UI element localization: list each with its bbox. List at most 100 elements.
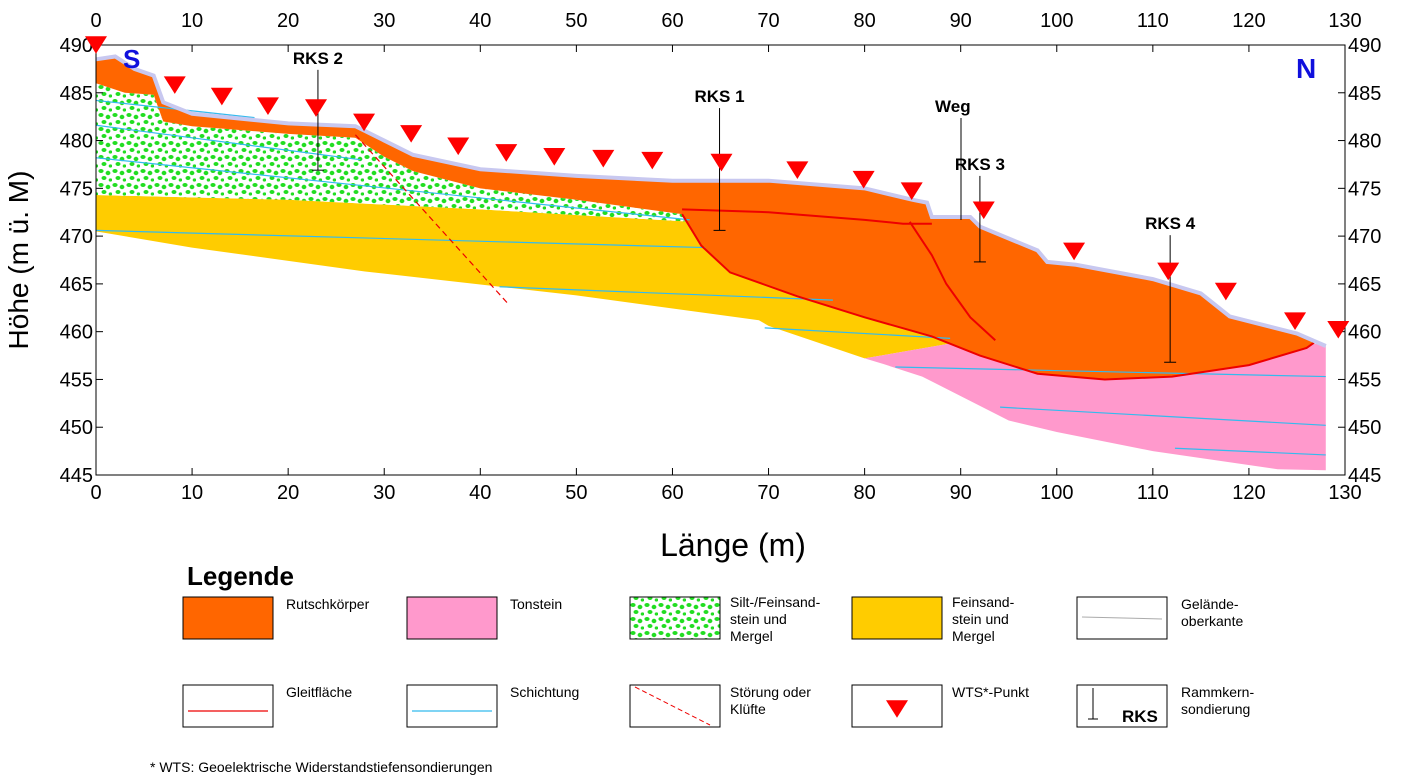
x-tick-label-top: 90 [950,10,972,32]
x-tick-label-top: 10 [181,10,203,32]
legend-line [1082,617,1162,619]
x-tick-label: 50 [565,482,587,504]
legend-label: Gelände- [1181,596,1239,612]
south-label: S [123,44,140,74]
x-tick-label-top: 0 [90,10,101,32]
x-tick-label-top: 120 [1232,10,1265,32]
wts-point [400,125,422,143]
borehole-label: RKS 3 [955,155,1005,174]
y-tick-label-right: 460 [1348,322,1381,344]
legend-rks-symbol: RKS [1122,707,1158,726]
x-tick-label: 60 [661,482,683,504]
footnote: * WTS: Geoelektrische Widerstandstiefens… [150,759,492,775]
wts-point [447,137,469,155]
x-tick-label: 30 [373,482,395,504]
y-tick-label: 465 [60,274,93,296]
x-axis-title: Länge (m) [660,527,806,563]
y-tick-label-right: 450 [1348,417,1381,439]
wts-point [1327,321,1349,339]
y-tick-label: 485 [60,83,93,105]
wts-point [973,202,995,220]
borehole-label: RKS 2 [293,49,343,68]
legend-swatch [183,597,273,639]
wts-point [305,99,327,117]
legend-label: Klüfte [730,701,766,717]
wts-point [495,144,517,162]
borehole-label: RKS 4 [1145,214,1196,233]
legend-label: Schichtung [510,684,579,700]
wts-point [1157,263,1179,281]
x-tick-label: 40 [469,482,491,504]
x-tick-label: 80 [853,482,875,504]
legend-label: Störung oder [730,684,811,700]
legend-label: Mergel [730,628,773,644]
legend-wts [886,700,908,718]
y-tick-label-right: 485 [1348,83,1381,105]
y-tick-label: 455 [60,369,93,391]
wts-point [257,97,279,115]
legend-label: WTS*-Punkt [952,684,1029,700]
wts-point [786,161,808,179]
y-tick-label: 475 [60,178,93,200]
legend-line [635,687,710,725]
x-tick-label-top: 80 [853,10,875,32]
x-tick-label-top: 110 [1137,10,1169,32]
x-tick-label: 90 [950,482,972,504]
x-tick-label: 120 [1232,482,1265,504]
wts-point [211,88,233,106]
legend-label: stein und [730,611,787,627]
legend-swatch [630,597,720,639]
x-tick-label: 10 [181,482,203,504]
legend-swatch [407,597,497,639]
y-tick-label-right: 470 [1348,226,1381,248]
x-tick-label: 20 [277,482,299,504]
wts-point [164,76,186,94]
wts-point [1063,243,1085,261]
legend-label: stein und [952,611,1009,627]
y-tick-label-right: 490 [1348,35,1381,57]
legend-label: Rammkern- [1181,684,1254,700]
legend-box [407,685,497,727]
y-tick-label-right: 480 [1348,131,1381,153]
x-tick-label-top: 40 [469,10,491,32]
y-tick-label: 460 [60,322,93,344]
legend-box [183,685,273,727]
legend-label: oberkante [1181,613,1243,629]
x-tick-label-top: 100 [1040,10,1073,32]
y-tick-label: 445 [60,465,93,487]
legend-label: Rutschkörper [286,596,370,612]
legend-label: Silt-/Feinsand- [730,594,821,610]
x-tick-label-top: 50 [565,10,587,32]
legend-label: sondierung [1181,701,1250,717]
wts-point [1284,312,1306,330]
wts-point [592,150,614,168]
x-tick-label: 70 [757,482,779,504]
y-tick-label-right: 445 [1348,465,1381,487]
wts-point [641,152,663,170]
legend-label: Tonstein [510,596,562,612]
legend-label: Gleitfläche [286,684,352,700]
legend-label: Feinsand- [952,594,1015,610]
x-tick-label-top: 70 [757,10,779,32]
x-tick-label-top: 130 [1328,10,1361,32]
wts-point [710,154,732,172]
path-label: Weg [935,97,971,116]
y-tick-label-right: 475 [1348,178,1381,200]
wts-point [543,148,565,166]
legend: Rutschkörper Tonstein Silt-/Feinsand-stein… [183,594,1254,727]
plot-area: 0010102020303040405050606070708080909010… [60,10,1382,504]
y-tick-label-right: 455 [1348,369,1381,391]
x-tick-label: 110 [1137,482,1169,504]
x-tick-label-top: 30 [373,10,395,32]
y-tick-label: 480 [60,131,93,153]
y-tick-label: 470 [60,226,93,248]
y-tick-label: 450 [60,417,93,439]
legend-title: Legende [187,561,294,591]
borehole-label: RKS 1 [695,87,745,106]
x-tick-label: 100 [1040,482,1073,504]
y-tick-label-right: 465 [1348,274,1381,296]
chart: 0010102020303040405050606070708080909010… [0,0,1418,782]
x-tick-label-top: 60 [661,10,683,32]
legend-label: Mergel [952,628,995,644]
x-tick-label-top: 20 [277,10,299,32]
